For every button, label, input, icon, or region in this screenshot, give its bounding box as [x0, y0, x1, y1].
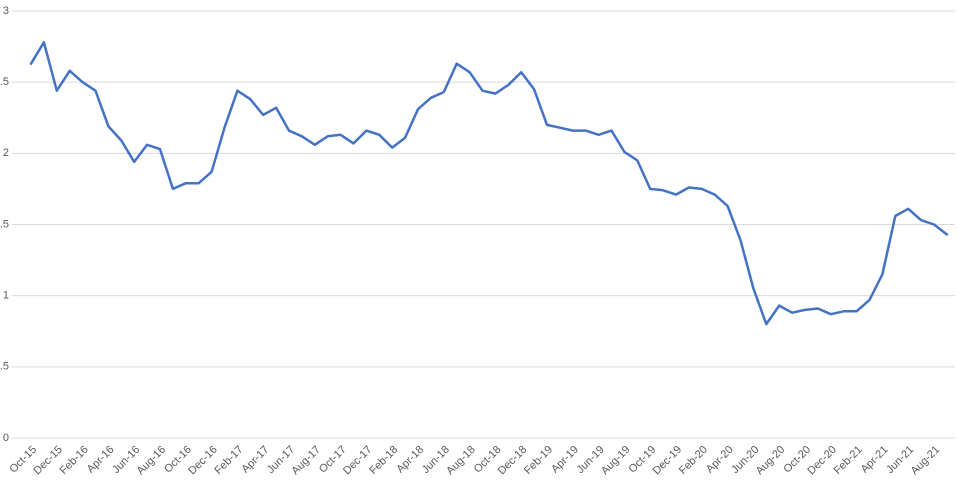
x-tick-label: Dec-19 [651, 444, 685, 478]
y-tick-label: 3 [3, 5, 9, 17]
y-tick-label: 0.5 [0, 361, 9, 373]
x-tick-label: Feb-21 [832, 444, 865, 477]
x-tick-label: Dec-16 [186, 444, 220, 478]
x-tick-label: Dec-20 [805, 444, 839, 478]
y-tick-label: 1 [3, 290, 9, 302]
x-tick-label: Apr-17 [240, 444, 272, 476]
x-tick-label: Apr-16 [85, 444, 117, 476]
x-tick-label: Aug-21 [909, 444, 943, 478]
x-tick-label: Feb-18 [367, 444, 400, 477]
x-tick-label: Aug-16 [135, 444, 169, 478]
y-tick-label: 0 [3, 432, 9, 444]
x-tick-label: Aug-17 [289, 444, 323, 478]
x-tick-label: Apr-19 [549, 444, 581, 476]
x-tick-label: Aug-19 [599, 444, 633, 478]
x-tick-label: Feb-20 [677, 444, 710, 477]
x-tick-label: Apr-21 [859, 444, 891, 476]
data-line [29, 41, 949, 326]
y-tick-label: 2 [3, 147, 9, 159]
x-tick-label: Feb-16 [58, 444, 91, 477]
y-tick-label: 2.5 [0, 76, 9, 88]
x-tick-label: Dec-17 [341, 444, 375, 478]
x-tick-label: Apr-20 [704, 444, 736, 476]
x-tick-label: Aug-20 [754, 444, 788, 478]
x-tick-label: Dec-15 [31, 444, 65, 478]
x-tick-label: Dec-18 [496, 444, 530, 478]
x-tick-label: Feb-17 [212, 444, 245, 477]
x-tick-label: Aug-18 [444, 444, 478, 478]
y-tick-label: 1.5 [0, 218, 9, 230]
x-tick-label: Feb-19 [522, 444, 555, 477]
x-tick-label: Apr-18 [394, 444, 426, 476]
